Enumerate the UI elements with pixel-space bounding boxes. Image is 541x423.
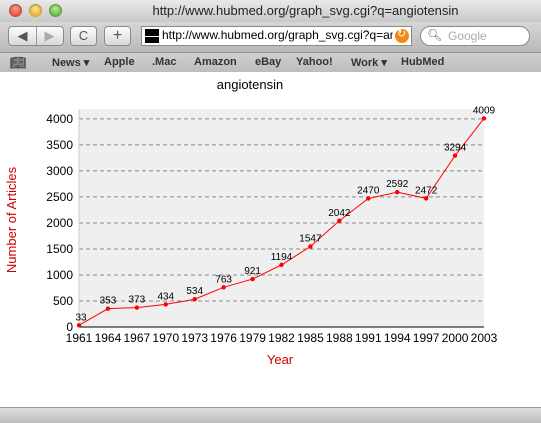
- line-chart: angiotensin Number of Articles Year 0 500…: [4, 77, 498, 367]
- status-bar: [0, 407, 541, 423]
- y-tick-label: 4000: [46, 112, 73, 126]
- window-titlebar: http://www.hubmed.org/graph_svg.cgi?q=an…: [0, 0, 541, 23]
- y-tick-label: 3000: [46, 164, 73, 178]
- y-tick-label: 0: [66, 320, 73, 334]
- x-tick-label: 1970: [152, 331, 179, 345]
- data-label: 2470: [357, 185, 380, 196]
- data-point: [76, 323, 82, 328]
- y-tick-label: 3500: [46, 138, 73, 152]
- x-tick-label: 1961: [66, 331, 93, 345]
- data-point: [308, 244, 313, 249]
- x-axis-label: Year: [267, 352, 294, 367]
- x-tick-label: 1991: [355, 331, 382, 345]
- reload-url-icon[interactable]: [395, 27, 409, 43]
- data-point: [134, 305, 140, 310]
- bookmark-ebay[interactable]: eBay: [255, 56, 282, 68]
- x-tick-label: 2000: [442, 331, 469, 345]
- bookmark-apple[interactable]: Apple: [104, 56, 135, 68]
- bookmark-hubmed[interactable]: HubMed: [401, 56, 445, 68]
- y-tick-label: 2500: [46, 190, 73, 204]
- data-label: 3294: [444, 143, 467, 154]
- add-bookmark-button[interactable]: +: [104, 26, 131, 46]
- book-icon[interactable]: 📖︎: [10, 55, 27, 70]
- close-window-icon[interactable]: [9, 4, 22, 17]
- data-label: 2042: [328, 208, 351, 219]
- window-title: http://www.hubmed.org/graph_svg.cgi?q=an…: [152, 3, 459, 18]
- data-point: [163, 302, 168, 307]
- data-label: 763: [215, 274, 232, 285]
- x-tick-label: 1979: [239, 331, 266, 345]
- url-text[interactable]: http://www.hubmed.org/graph_svg.cgi?q=an…: [162, 28, 393, 42]
- data-label: 4009: [473, 105, 496, 116]
- x-tick-label: 2003: [471, 331, 498, 345]
- y-tick-label: 1000: [46, 268, 73, 282]
- search-field[interactable]: 🔍︎ Google: [420, 26, 530, 46]
- y-tick-label: 500: [53, 294, 73, 308]
- browser-toolbar: ◀ ▶ C + http://www.hubmed.org/graph_svg.…: [0, 22, 541, 53]
- bookmarks-bar: 📖︎ News ▾ Apple .Mac Amazon eBay Yahoo! …: [0, 53, 541, 73]
- x-tick-label: 1964: [95, 331, 122, 345]
- x-tick-label: 1994: [384, 331, 411, 345]
- search-placeholder: Google: [448, 29, 487, 43]
- data-label: 534: [186, 286, 203, 297]
- x-tick-label: 1976: [210, 331, 237, 345]
- bookmark-work[interactable]: Work ▾: [351, 57, 387, 69]
- y-tick-label: 1500: [46, 242, 73, 256]
- data-label: 921: [244, 266, 261, 277]
- data-label: 33: [75, 312, 87, 323]
- data-label: 1194: [271, 252, 293, 263]
- data-label: 373: [129, 295, 146, 306]
- reload-button[interactable]: C: [70, 26, 97, 46]
- back-forward-buttons: ◀ ▶: [8, 26, 64, 46]
- chart-title: angiotensin: [217, 77, 284, 92]
- x-tick-label: 1982: [268, 331, 295, 345]
- data-label: 1547: [299, 234, 322, 245]
- minimize-window-icon[interactable]: [29, 4, 42, 17]
- y-tick-label: 2000: [46, 216, 73, 230]
- x-tick-label: 1973: [181, 331, 208, 345]
- forward-button[interactable]: ▶: [44, 28, 55, 43]
- data-point: [452, 153, 458, 158]
- data-point: [337, 218, 342, 223]
- data-label: 2472: [415, 185, 438, 196]
- data-point: [192, 297, 197, 302]
- back-button[interactable]: ◀: [9, 27, 37, 45]
- page-content: angiotensin Number of Articles Year 0 500…: [0, 72, 541, 407]
- data-point: [423, 196, 429, 201]
- favicon-icon: [145, 29, 159, 43]
- data-label: 434: [157, 291, 174, 302]
- data-point: [366, 196, 371, 201]
- x-tick-label: 1985: [297, 331, 324, 345]
- data-point: [481, 116, 487, 121]
- bookmark-mac[interactable]: .Mac: [152, 56, 177, 68]
- data-label: 353: [100, 296, 117, 307]
- data-label: 2592: [386, 179, 409, 190]
- data-point: [221, 285, 226, 290]
- zoom-window-icon[interactable]: [49, 4, 62, 17]
- data-point: [395, 189, 400, 195]
- x-tick-label: 1967: [124, 331, 151, 345]
- data-point: [105, 306, 111, 311]
- search-icon: 🔍︎: [427, 28, 443, 42]
- data-point: [279, 262, 284, 268]
- bookmark-news[interactable]: News ▾: [52, 57, 90, 69]
- bookmark-yahoo[interactable]: Yahoo!: [296, 56, 333, 68]
- data-point: [250, 276, 255, 282]
- x-tick-label: 1988: [326, 331, 353, 345]
- x-tick-label: 1997: [413, 331, 440, 345]
- bookmark-amazon[interactable]: Amazon: [194, 56, 237, 68]
- address-bar[interactable]: http://www.hubmed.org/graph_svg.cgi?q=an…: [141, 26, 412, 46]
- y-axis-label: Number of Articles: [4, 166, 19, 273]
